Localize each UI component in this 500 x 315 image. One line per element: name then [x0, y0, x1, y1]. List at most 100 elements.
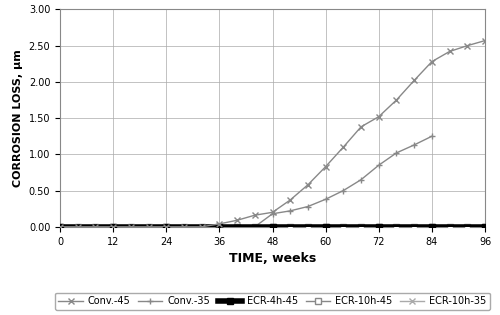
Conv.-45 [411, 78, 417, 82]
Conv.-45 [305, 183, 311, 187]
ECR-10h-35 [394, 225, 400, 229]
ECR-10h-45 [198, 225, 204, 229]
Conv.-45 [394, 98, 400, 102]
ECR-10h-35 [340, 225, 346, 229]
X-axis label: TIME, weeks: TIME, weeks [229, 252, 316, 265]
Conv.-45 [181, 225, 187, 229]
ECR-10h-35 [358, 225, 364, 229]
ECR-10h-35 [376, 225, 382, 229]
ECR-10h-35 [146, 225, 152, 229]
Conv.-35 [340, 189, 346, 192]
Conv.-45 [340, 145, 346, 149]
Conv.-45 [92, 225, 98, 229]
ECR-10h-45 [110, 225, 116, 229]
ECR-10h-45 [464, 225, 470, 229]
ECR-10h-45 [74, 225, 80, 229]
ECR-10h-35 [92, 225, 98, 229]
Conv.-45 [376, 115, 382, 118]
ECR-10h-45 [411, 225, 417, 229]
Conv.-45 [163, 225, 169, 229]
Conv.-35 [128, 225, 134, 229]
Conv.-45 [146, 225, 152, 229]
ECR-4h-45 [429, 225, 435, 229]
ECR-4h-45 [216, 225, 222, 229]
ECR-10h-35 [482, 225, 488, 229]
Conv.-35 [322, 198, 328, 201]
ECR-10h-35 [181, 225, 187, 229]
ECR-10h-35 [74, 225, 80, 229]
Conv.-35 [198, 225, 204, 229]
ECR-10h-35 [305, 225, 311, 229]
Conv.-45 [57, 225, 63, 229]
ECR-4h-45 [322, 225, 328, 229]
ECR-10h-45 [163, 225, 169, 229]
ECR-4h-45 [57, 225, 63, 229]
Conv.-45 [446, 49, 452, 53]
Conv.-45 [482, 39, 488, 43]
Conv.-35 [376, 163, 382, 167]
Conv.-45 [464, 44, 470, 48]
Conv.-35 [287, 209, 293, 213]
Line: Conv.-45: Conv.-45 [57, 38, 488, 230]
Conv.-35 [270, 212, 276, 216]
Conv.-35 [429, 134, 435, 138]
Conv.-45 [110, 225, 116, 229]
ECR-10h-45 [305, 225, 311, 229]
ECR-10h-45 [92, 225, 98, 229]
Conv.-35 [216, 225, 222, 229]
ECR-10h-45 [376, 225, 382, 229]
ECR-10h-35 [270, 225, 276, 229]
Conv.-45 [287, 198, 293, 202]
ECR-10h-45 [57, 225, 63, 229]
ECR-10h-45 [287, 225, 293, 229]
Conv.-35 [305, 205, 311, 209]
Conv.-35 [234, 225, 240, 229]
ECR-10h-35 [252, 225, 258, 229]
Conv.-35 [252, 225, 258, 229]
Conv.-35 [394, 151, 400, 155]
Conv.-35 [358, 178, 364, 181]
ECR-10h-45 [216, 225, 222, 229]
ECR-10h-35 [128, 225, 134, 229]
ECR-10h-35 [234, 225, 240, 229]
ECR-10h-45 [322, 225, 328, 229]
Conv.-45 [198, 225, 204, 229]
ECR-10h-45 [146, 225, 152, 229]
Conv.-45 [216, 222, 222, 226]
Conv.-45 [128, 225, 134, 229]
ECR-10h-35 [216, 225, 222, 229]
Line: Conv.-35: Conv.-35 [56, 133, 436, 230]
Line: ECR-10h-45: ECR-10h-45 [57, 224, 488, 230]
ECR-10h-45 [128, 225, 134, 229]
Conv.-45 [358, 125, 364, 129]
Conv.-45 [429, 60, 435, 64]
ECR-4h-45 [376, 225, 382, 229]
Conv.-35 [57, 225, 63, 229]
Conv.-35 [92, 225, 98, 229]
ECR-10h-35 [429, 225, 435, 229]
ECR-10h-45 [429, 225, 435, 229]
Legend: Conv.-45, Conv.-35, ECR-4h-45, ECR-10h-45, ECR-10h-35: Conv.-45, Conv.-35, ECR-4h-45, ECR-10h-4… [54, 293, 490, 310]
Conv.-45 [74, 225, 80, 229]
ECR-10h-45 [181, 225, 187, 229]
ECR-10h-35 [446, 225, 452, 229]
ECR-10h-45 [234, 225, 240, 229]
Conv.-35 [110, 225, 116, 229]
ECR-4h-45 [110, 225, 116, 229]
ECR-10h-45 [446, 225, 452, 229]
ECR-10h-45 [252, 225, 258, 229]
ECR-10h-35 [198, 225, 204, 229]
Line: ECR-4h-45: ECR-4h-45 [57, 224, 488, 230]
ECR-10h-35 [57, 225, 63, 229]
Conv.-45 [270, 210, 276, 214]
ECR-10h-35 [163, 225, 169, 229]
ECR-10h-45 [394, 225, 400, 229]
ECR-10h-35 [411, 225, 417, 229]
ECR-10h-45 [270, 225, 276, 229]
ECR-10h-45 [340, 225, 346, 229]
Conv.-35 [163, 225, 169, 229]
ECR-4h-45 [482, 225, 488, 229]
ECR-10h-35 [464, 225, 470, 229]
Conv.-35 [146, 225, 152, 229]
ECR-10h-45 [358, 225, 364, 229]
